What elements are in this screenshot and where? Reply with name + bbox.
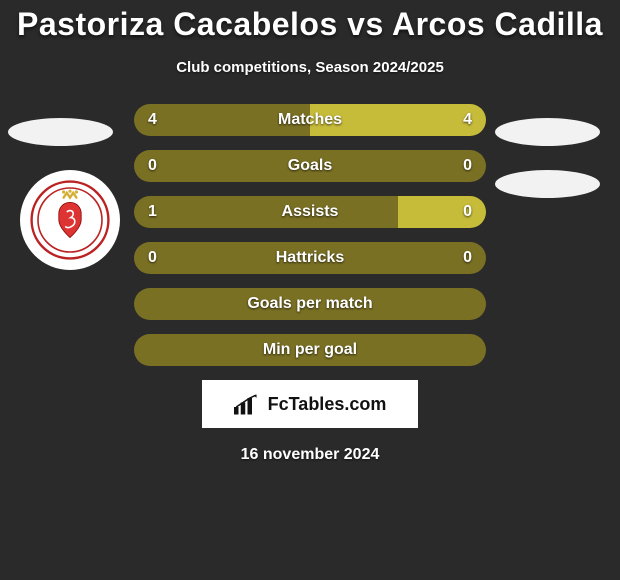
stat-bar-label: Hattricks [134, 242, 486, 274]
stat-bar-row: Assists1 0 [134, 196, 486, 228]
stat-bar-row: Matches4 4 [134, 104, 486, 136]
comparison-area: Matches44Goals00Assists10Hattricks00Goal… [0, 104, 620, 464]
stat-bar-left-value: 4 [148, 104, 157, 136]
stat-bar-row: Goals0 0 [134, 150, 486, 182]
stat-bar-label: Min per goal [134, 334, 486, 366]
crest-icon [30, 180, 110, 260]
fctables-logo-icon [234, 393, 264, 415]
stat-bar-label: Matches [134, 104, 486, 136]
stat-bar-left-value: 0 [148, 150, 157, 182]
page-title: Pastoriza Cacabelos vs Arcos Cadilla [0, 0, 620, 43]
branding-text: FcTables.com [268, 394, 387, 415]
stat-bar-label: Goals [134, 150, 486, 182]
stat-bar-right-value: 0 [463, 150, 472, 182]
player-photo-right-top-placeholder [495, 118, 600, 146]
stat-bar-right-value: 4 [463, 104, 472, 136]
stat-bar-label: Assists [134, 196, 486, 228]
stat-bar-left-value: 1 [148, 196, 157, 228]
stat-bar-label: Goals per match [134, 288, 486, 320]
stat-bar-row: Hattricks0 0 [134, 242, 486, 274]
player-photo-right-bottom-placeholder [495, 170, 600, 198]
stat-bar-row: Min per goal [134, 334, 486, 366]
subtitle: Club competitions, Season 2024/2025 [0, 59, 620, 76]
stat-bar-row: Goals per match [134, 288, 486, 320]
branding-box[interactable]: FcTables.com [202, 380, 418, 428]
stat-bar-left-value: 0 [148, 242, 157, 274]
stat-bar-right-value: 0 [463, 242, 472, 274]
player-photo-left-placeholder [8, 118, 113, 146]
club-crest-left [20, 170, 120, 270]
stat-bars-container: Matches44Goals00Assists10Hattricks00Goal… [134, 104, 486, 366]
footer-date: 16 november 2024 [0, 446, 620, 464]
stat-bar-right-value: 0 [463, 196, 472, 228]
